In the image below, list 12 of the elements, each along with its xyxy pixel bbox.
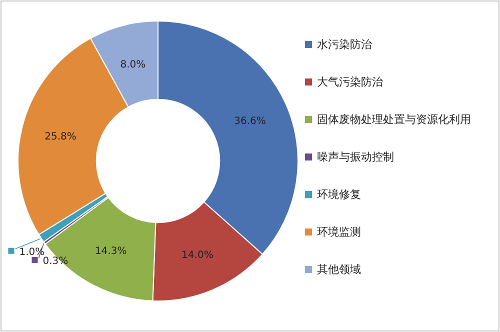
- data-label: 36.6%: [234, 116, 266, 127]
- legend-label: 环境修复: [317, 188, 361, 201]
- legend-label: 大气污染防治: [317, 76, 383, 88]
- legend-label: 环境监测: [317, 226, 361, 238]
- legend-label: 水污染防治: [317, 38, 372, 51]
- legend-label: 噪声与振动控制: [317, 150, 394, 164]
- legend-label: 其他领域: [317, 263, 361, 276]
- data-label: 25.8%: [44, 131, 76, 142]
- data-label: 14.3%: [94, 246, 127, 258]
- data-label: 14.0%: [182, 250, 214, 261]
- legend-label: 固体废物处理处置与资源化利用: [317, 113, 471, 126]
- data-label: 8.0%: [120, 59, 146, 70]
